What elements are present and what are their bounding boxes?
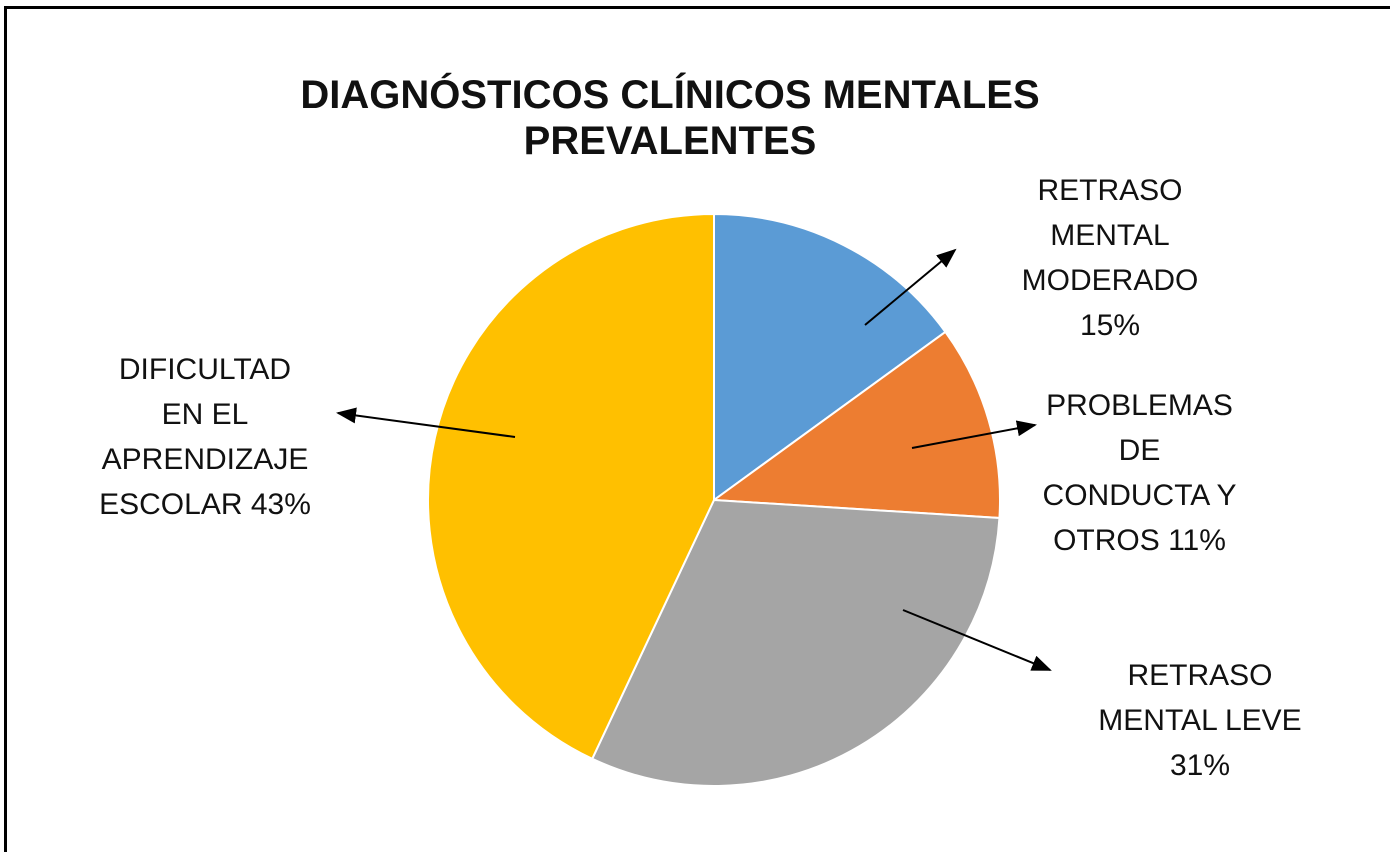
leader-line bbox=[336, 407, 516, 438]
value-label: 31% bbox=[1169, 749, 1231, 782]
leader-lines bbox=[336, 248, 1052, 671]
value-label: 43% bbox=[250, 488, 311, 521]
chart-title: DIAGNÓSTICOS CLÍNICOS MENTALES PREVALENT… bbox=[300, 73, 1040, 163]
pie-slice bbox=[713, 212, 947, 502]
category-label: RETRASO MENTAL LEVE bbox=[1098, 659, 1302, 737]
category-label: RETRASO MENTAL MODERADO bbox=[1021, 174, 1199, 297]
category-label: PROBLEMAS DE CONDUCTA Y OTROS bbox=[1042, 389, 1237, 557]
leader-line bbox=[902, 609, 1052, 671]
pie-slice bbox=[590, 498, 1001, 788]
value-label: 11% bbox=[1168, 524, 1226, 557]
data-label: PROBLEMAS DE CONDUCTA Y OTROS 11% bbox=[1032, 383, 1247, 563]
data-label: RETRASO MENTAL LEVE 31% bbox=[1070, 653, 1330, 788]
data-label: DIFICULTAD EN EL APRENDIZAJE ESCOLAR 43% bbox=[96, 347, 314, 527]
pie-slice bbox=[426, 212, 715, 761]
data-label: RETRASO MENTAL MODERADO 15% bbox=[1010, 168, 1210, 348]
chart-frame bbox=[4, 6, 1390, 852]
value-label: 15% bbox=[1079, 309, 1141, 342]
leader-line bbox=[864, 248, 957, 326]
category-label: DIFICULTAD EN EL APRENDIZAJE ESCOLAR bbox=[99, 353, 309, 521]
pie-slice bbox=[711, 330, 1001, 520]
leader-line bbox=[911, 420, 1037, 449]
